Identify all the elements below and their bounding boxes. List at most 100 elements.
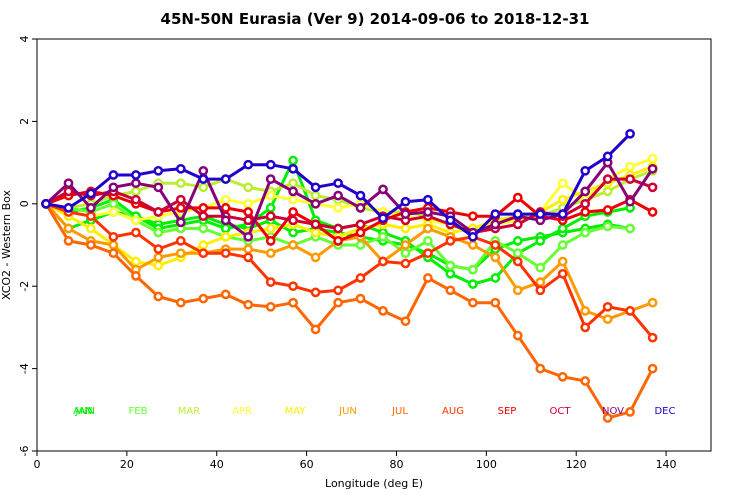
data-point (198, 248, 209, 259)
data-point (580, 322, 591, 333)
data-point (243, 215, 254, 226)
data-point (131, 170, 141, 180)
data-point (647, 153, 658, 164)
legend-label-oct: OCT (550, 406, 572, 417)
data-point (535, 236, 546, 246)
data-point (310, 190, 321, 201)
data-point (243, 159, 254, 170)
data-point (198, 211, 209, 222)
legend-label-ann: ANN (73, 406, 95, 417)
data-point (602, 413, 613, 423)
data-point (580, 207, 591, 217)
data-point (153, 227, 164, 238)
data-point (647, 207, 658, 217)
data-point (265, 223, 276, 234)
legend-label-aug: AUG (442, 406, 464, 417)
y-tick-label: -4 (18, 363, 31, 374)
data-point (288, 155, 298, 166)
x-tick-label: 60 (300, 458, 314, 471)
data-point (243, 231, 254, 242)
data-point (355, 293, 366, 304)
data-point (423, 194, 433, 205)
data-point (557, 371, 568, 382)
data-point (86, 203, 96, 213)
data-point (265, 190, 276, 201)
data-point (86, 211, 96, 222)
data-point (131, 227, 141, 238)
data-point (557, 223, 568, 234)
data-point (288, 227, 298, 238)
data-point (490, 273, 501, 283)
data-point (198, 293, 209, 304)
data-point (108, 248, 119, 259)
y-tick-label: 2 (18, 118, 31, 125)
data-point (625, 174, 635, 184)
data-point (557, 178, 568, 189)
data-point (355, 227, 366, 238)
data-point (63, 203, 74, 213)
data-point (310, 252, 321, 263)
data-point (512, 192, 523, 203)
plot-frame (36, 38, 712, 452)
data-point (557, 209, 568, 219)
y-axis-label: XCO2 - Western Box (0, 189, 13, 300)
data-point (602, 151, 613, 162)
data-point (557, 256, 568, 267)
x-tick-label: 40 (210, 458, 224, 471)
data-point (175, 194, 186, 205)
data-point (153, 207, 164, 217)
series-line (44, 203, 654, 420)
data-point (131, 256, 141, 267)
data-point (647, 363, 658, 374)
data-point (265, 236, 276, 246)
data-point (378, 231, 388, 242)
data-point (535, 277, 546, 287)
data-point (153, 244, 164, 254)
data-point (63, 236, 74, 246)
x-tick-label: 120 (566, 458, 587, 471)
data-point (602, 301, 613, 312)
x-tick-label: 140 (656, 458, 677, 471)
data-point (243, 182, 254, 193)
data-point (647, 332, 658, 343)
data-point (243, 198, 254, 209)
data-point (580, 165, 591, 176)
data-point (220, 194, 231, 205)
data-point (108, 207, 119, 217)
legend-label-jun: JUN (338, 406, 357, 417)
data-point (243, 252, 254, 263)
legend-label-mar: MAR (178, 406, 200, 417)
data-point (333, 178, 343, 189)
data-point (512, 248, 523, 259)
data-point (333, 297, 343, 308)
data-point (400, 223, 411, 234)
data-point (468, 279, 478, 289)
series-nov (41, 157, 658, 242)
data-point (198, 165, 209, 176)
data-point (131, 215, 141, 226)
data-point (400, 196, 411, 207)
data-point (310, 227, 321, 238)
data-point (535, 209, 546, 219)
data-point (288, 240, 298, 250)
data-point (220, 248, 231, 259)
data-point (355, 240, 366, 250)
data-point (468, 264, 478, 275)
data-point (355, 203, 366, 213)
data-point (220, 289, 231, 300)
data-point (153, 165, 164, 176)
data-point (333, 285, 343, 296)
data-point (625, 128, 635, 139)
series-layer (41, 128, 658, 423)
data-point (512, 219, 523, 230)
x-tick-label: 0 (34, 458, 41, 471)
data-point (288, 215, 298, 226)
data-point (512, 209, 523, 219)
data-point (333, 190, 343, 201)
data-point (265, 211, 276, 222)
data-point (288, 281, 298, 292)
legend-label-feb: FEB (129, 406, 148, 417)
data-point (175, 297, 186, 308)
data-point (310, 324, 321, 335)
